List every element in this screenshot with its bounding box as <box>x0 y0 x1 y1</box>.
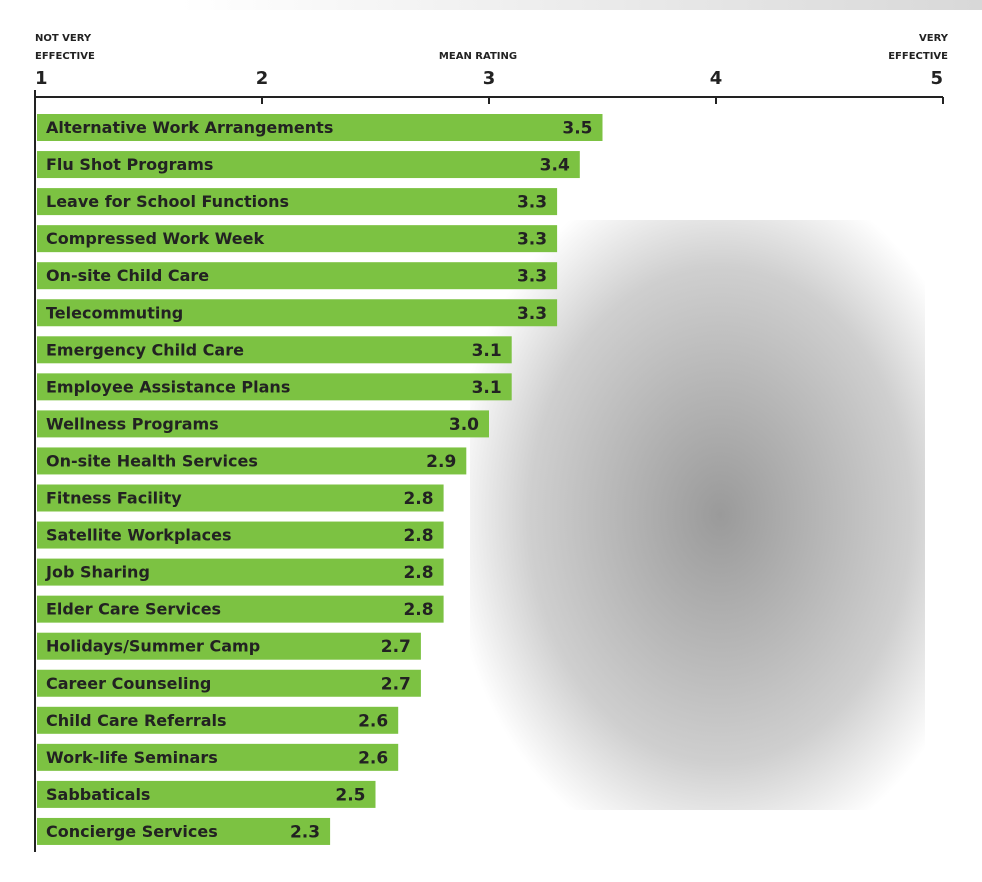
value-label: 2.8 <box>403 563 433 583</box>
value-label: 3.5 <box>562 119 592 139</box>
value-label: 3.0 <box>449 415 479 435</box>
x-tick-label: 5 <box>930 68 943 89</box>
category-label: Emergency Child Care <box>46 340 244 359</box>
value-label: 2.7 <box>381 637 411 657</box>
chart: NOT VERY EFFECTIVE MEAN RATING VERY EFFE… <box>0 0 982 882</box>
category-label: Telecommuting <box>46 303 183 322</box>
value-label: 3.3 <box>517 267 547 287</box>
category-label: Flu Shot Programs <box>46 155 213 174</box>
category-label: Career Counseling <box>46 674 211 693</box>
category-label: Employee Assistance Plans <box>46 377 290 396</box>
category-label: Job Sharing <box>45 563 150 582</box>
x-tick-label: 2 <box>256 68 269 89</box>
value-label: 3.1 <box>472 378 502 398</box>
value-label: 3.1 <box>472 341 502 361</box>
category-label: On-site Health Services <box>46 451 258 470</box>
category-label: Work-life Seminars <box>46 748 218 767</box>
value-label: 2.8 <box>403 489 433 509</box>
x-max-label: VERY <box>919 33 949 44</box>
value-label: 2.8 <box>403 526 433 546</box>
category-label: Satellite Workplaces <box>46 526 232 545</box>
value-label: 2.5 <box>335 785 365 805</box>
x-tick-label: 1 <box>35 68 48 89</box>
x-min-label: EFFECTIVE <box>35 51 95 62</box>
value-label: 2.6 <box>358 711 388 731</box>
category-label: Compressed Work Week <box>46 229 264 248</box>
category-label: Concierge Services <box>46 822 218 841</box>
category-label: Holidays/Summer Camp <box>46 637 260 656</box>
x-tick-label: 4 <box>710 68 723 89</box>
category-label: Wellness Programs <box>46 414 219 433</box>
category-label: Child Care Referrals <box>46 711 227 730</box>
category-label: Fitness Facility <box>46 489 182 508</box>
x-max-label: EFFECTIVE <box>888 51 948 62</box>
value-label: 3.3 <box>517 304 547 324</box>
category-label: On-site Child Care <box>46 266 209 285</box>
x-min-label: NOT VERY <box>35 33 92 44</box>
value-label: 2.7 <box>381 674 411 694</box>
value-label: 2.6 <box>358 748 388 768</box>
value-label: 2.8 <box>403 600 433 620</box>
category-label: Alternative Work Arrangements <box>46 118 333 137</box>
value-label: 3.3 <box>517 230 547 250</box>
decor-band <box>180 0 982 10</box>
value-label: 2.3 <box>290 822 320 842</box>
value-label: 3.3 <box>517 193 547 213</box>
category-label: Sabbaticals <box>46 785 150 804</box>
category-label: Leave for School Functions <box>46 192 289 211</box>
value-label: 3.4 <box>540 156 570 176</box>
x-axis-title: MEAN RATING <box>439 51 517 62</box>
category-label: Elder Care Services <box>46 600 221 619</box>
value-label: 2.9 <box>426 452 456 472</box>
x-tick-label: 3 <box>483 68 496 89</box>
